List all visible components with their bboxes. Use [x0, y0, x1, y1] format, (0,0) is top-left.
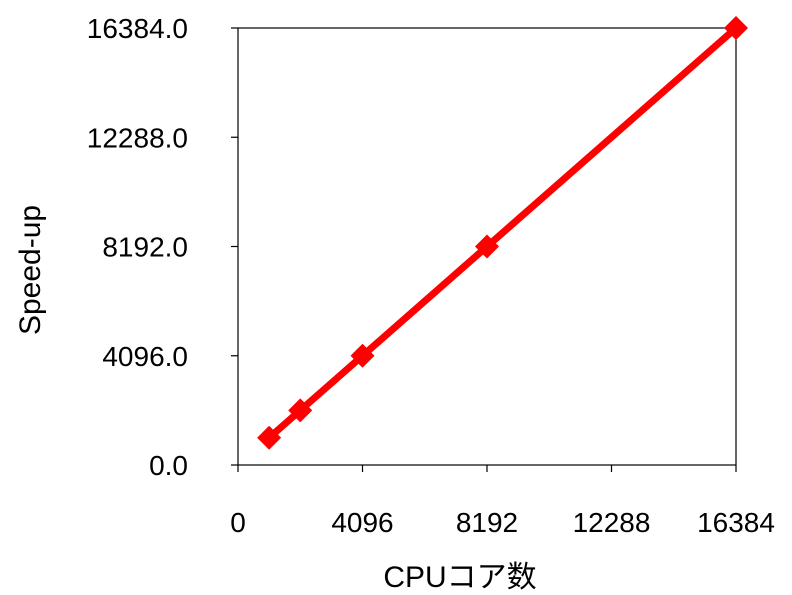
x-axis-tick-labels: 0 4096 8192 12288 16384 [230, 507, 775, 538]
y-axis-tick-labels: 0.0 4096.0 8192.0 12288.0 16384.0 [87, 13, 188, 481]
series-layer [257, 16, 748, 450]
y-tick-label: 12288.0 [87, 122, 188, 153]
data-point-marker [257, 425, 282, 450]
y-tick-label: 16384.0 [87, 13, 188, 44]
x-axis-title: CPUコア数 [383, 561, 536, 594]
y-tick-label: 0.0 [149, 450, 188, 481]
x-tick-label: 0 [230, 507, 246, 538]
y-tick-label: 8192.0 [102, 232, 188, 263]
data-point-marker [288, 398, 313, 423]
x-axis-ticks [237, 465, 737, 472]
x-tick-label: 12288 [573, 507, 651, 538]
x-tick-label: 4096 [331, 507, 393, 538]
data-point-marker [724, 16, 748, 40]
y-axis-ticks [231, 27, 238, 466]
x-tick-label: 8192 [456, 507, 518, 538]
y-tick-label: 4096.0 [102, 341, 188, 372]
x-tick-label: 16384 [697, 507, 775, 538]
data-point-marker [350, 343, 375, 368]
data-point-marker [475, 234, 499, 259]
y-axis-title: Speed-up [14, 205, 47, 335]
